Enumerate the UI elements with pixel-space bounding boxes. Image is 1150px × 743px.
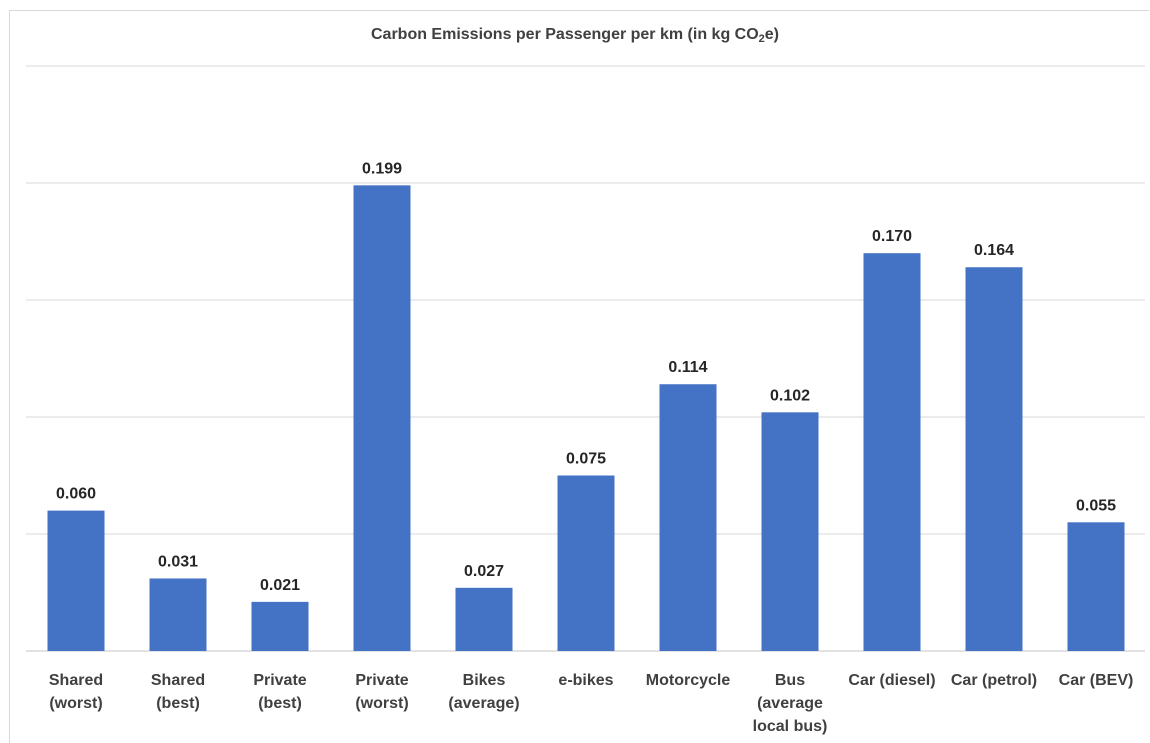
bar [1067,522,1125,651]
chart-title: Carbon Emissions per Passenger per km (i… [0,26,1150,45]
category-label-line: (best) [156,695,200,712]
category-label-line: (worst) [49,695,102,712]
chart-frame [9,10,1149,743]
value-label: 0.031 [158,553,198,570]
value-label: 0.102 [770,387,810,404]
bar [251,601,309,651]
value-label: 0.021 [260,577,300,594]
bar [353,185,411,651]
value-label: 0.075 [566,451,606,468]
category-label-line: Private [355,672,408,689]
category-label: Motorcycle [646,672,731,689]
category-label-line: Shared [151,672,205,689]
category-label-line: Private [253,672,306,689]
category-label-line: e-bikes [558,672,613,689]
category-label-line: Car (BEV) [1059,672,1134,689]
category-label-line: Bikes [463,672,506,689]
bar [149,578,207,651]
value-labels: 0.060 0.031 0.021 0.199 0.027 0.075 0.114 0.102… [56,160,1116,594]
value-label: 0.060 [56,486,96,503]
chart-title-subscript: 2 [758,33,765,45]
category-label: e-bikes [558,672,613,689]
bar [557,475,615,651]
category-label: Bikes (average) [448,672,519,712]
category-label-line: Bus [775,672,805,689]
category-label: Shared (best) [151,672,205,712]
value-label: 0.164 [974,242,1014,259]
value-label: 0.170 [872,228,912,245]
category-label-line: local bus) [753,718,828,735]
bar [863,253,921,651]
category-label: Bus (average local bus) [753,672,828,735]
category-label-line: Car (diesel) [848,672,935,689]
category-labels: Shared (worst)Shared (best)Private (best)Pr… [49,672,1133,735]
value-label: 0.199 [362,160,402,177]
bar [659,384,717,651]
category-label-line: (average [757,695,823,712]
bar [965,267,1023,651]
value-label: 0.114 [668,359,707,376]
category-label-line: (worst) [355,695,408,712]
bars [47,185,1125,651]
category-label: Shared (worst) [49,672,103,712]
category-label: Private (worst) [355,672,408,712]
category-label-line: (best) [258,695,302,712]
bar [761,412,819,651]
category-label: Car (BEV) [1059,672,1134,689]
value-label: 0.055 [1076,497,1116,514]
chart-title-suffix: e) [764,26,780,43]
chart-title-prefix: Carbon Emissions per Passenger per km (i… [370,26,759,43]
category-label-line: (average) [448,695,519,712]
category-label-line: Shared [49,672,103,689]
category-label: Car (petrol) [951,672,1037,689]
category-label: Car (diesel) [848,672,935,689]
bar [455,587,513,651]
category-label-line: Motorcycle [646,672,731,689]
value-label: 0.027 [464,563,504,580]
category-label-line: Car (petrol) [951,672,1037,689]
bar [47,510,105,651]
category-label: Private (best) [253,672,306,712]
